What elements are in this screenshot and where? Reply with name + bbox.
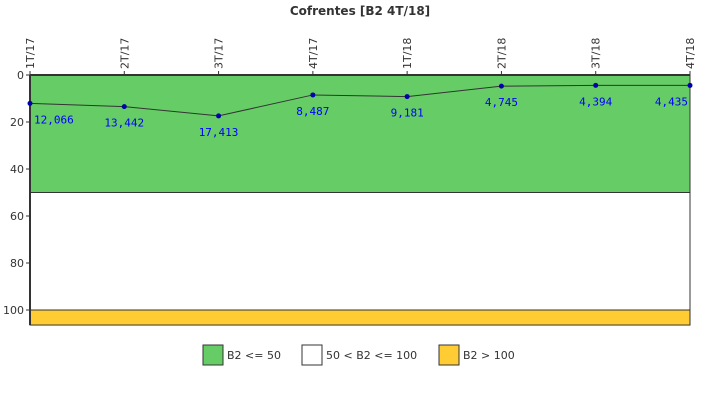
data-label: 8,487 [296,105,329,118]
data-point [404,94,410,100]
legend-swatch [438,344,460,366]
data-label: 4,745 [485,96,518,109]
data-label: 4,435 [655,95,688,108]
x-tick-label: 1T/18 [401,38,414,69]
data-point [687,82,693,88]
y-tick-label: 80 [10,257,24,270]
data-point [216,113,222,119]
data-label: 12,066 [34,113,74,126]
legend-swatch [202,344,224,366]
band-1 [29,192,691,311]
x-tick-label: 4T/17 [307,38,320,69]
legend-label: 50 < B2 <= 100 [326,349,417,362]
data-label: 13,442 [104,117,144,130]
y-tick-label: 20 [10,116,24,129]
band-0 [29,74,691,193]
x-tick-label: 3T/17 [213,38,226,69]
y-tick-label: 0 [17,69,24,82]
legend-swatch [301,344,323,366]
data-label: 17,413 [199,126,239,139]
x-tick-label: 4T/18 [684,38,697,69]
x-tick-label: 3T/18 [590,38,603,69]
y-tick-label: 40 [10,163,24,176]
data-point [121,104,127,110]
legend-label: B2 > 100 [463,349,515,362]
series-line [29,84,691,117]
x-tick-label: 1T/17 [24,38,37,69]
band-2 [29,309,691,326]
x-tick-label: 2T/17 [118,38,131,69]
y-tick-label: 100 [3,304,24,317]
data-point [27,100,33,106]
data-label: 9,181 [391,107,424,120]
legend-label: B2 <= 50 [227,349,281,362]
y-tick-label: 60 [10,210,24,223]
x-tick-label: 2T/18 [495,38,508,69]
data-label: 4,394 [579,95,612,108]
data-point [593,82,599,88]
data-point [310,92,316,98]
chart-title: Cofrentes [B2 4T/18] [290,4,430,18]
data-point [498,83,504,89]
